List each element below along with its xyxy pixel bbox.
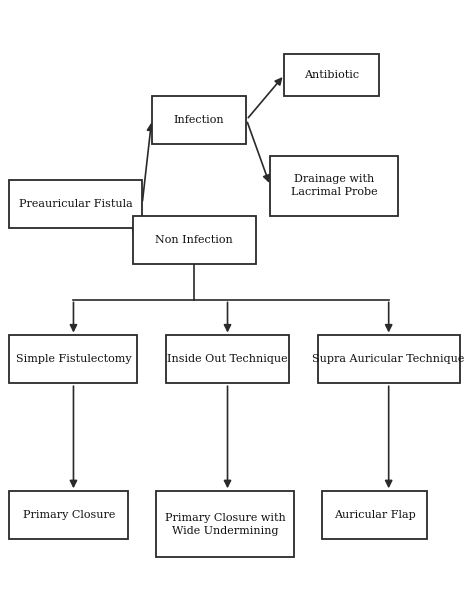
Bar xyxy=(322,491,427,539)
Text: Primary Closure: Primary Closure xyxy=(23,510,115,520)
Text: Infection: Infection xyxy=(174,115,224,125)
Bar xyxy=(9,180,142,228)
Bar xyxy=(152,96,246,144)
Text: Primary Closure with
Wide Undermining: Primary Closure with Wide Undermining xyxy=(165,513,285,536)
Text: Supra Auricular Technique: Supra Auricular Technique xyxy=(312,355,465,364)
Bar xyxy=(318,335,460,383)
Text: Simple Fistulectomy: Simple Fistulectomy xyxy=(16,355,131,364)
Bar xyxy=(133,216,256,264)
Text: Drainage with
Lacrimal Probe: Drainage with Lacrimal Probe xyxy=(291,174,377,197)
Bar xyxy=(270,156,398,216)
Bar xyxy=(156,491,294,557)
Text: Antibiotic: Antibiotic xyxy=(304,70,359,80)
Bar xyxy=(166,335,289,383)
Text: Non Infection: Non Infection xyxy=(155,235,233,244)
Bar xyxy=(9,491,128,539)
Text: Auricular Flap: Auricular Flap xyxy=(334,510,415,520)
Text: Inside Out Technique: Inside Out Technique xyxy=(167,355,288,364)
Bar xyxy=(9,335,137,383)
Text: Preauricular Fistula: Preauricular Fistula xyxy=(19,199,133,208)
Bar xyxy=(284,54,379,96)
